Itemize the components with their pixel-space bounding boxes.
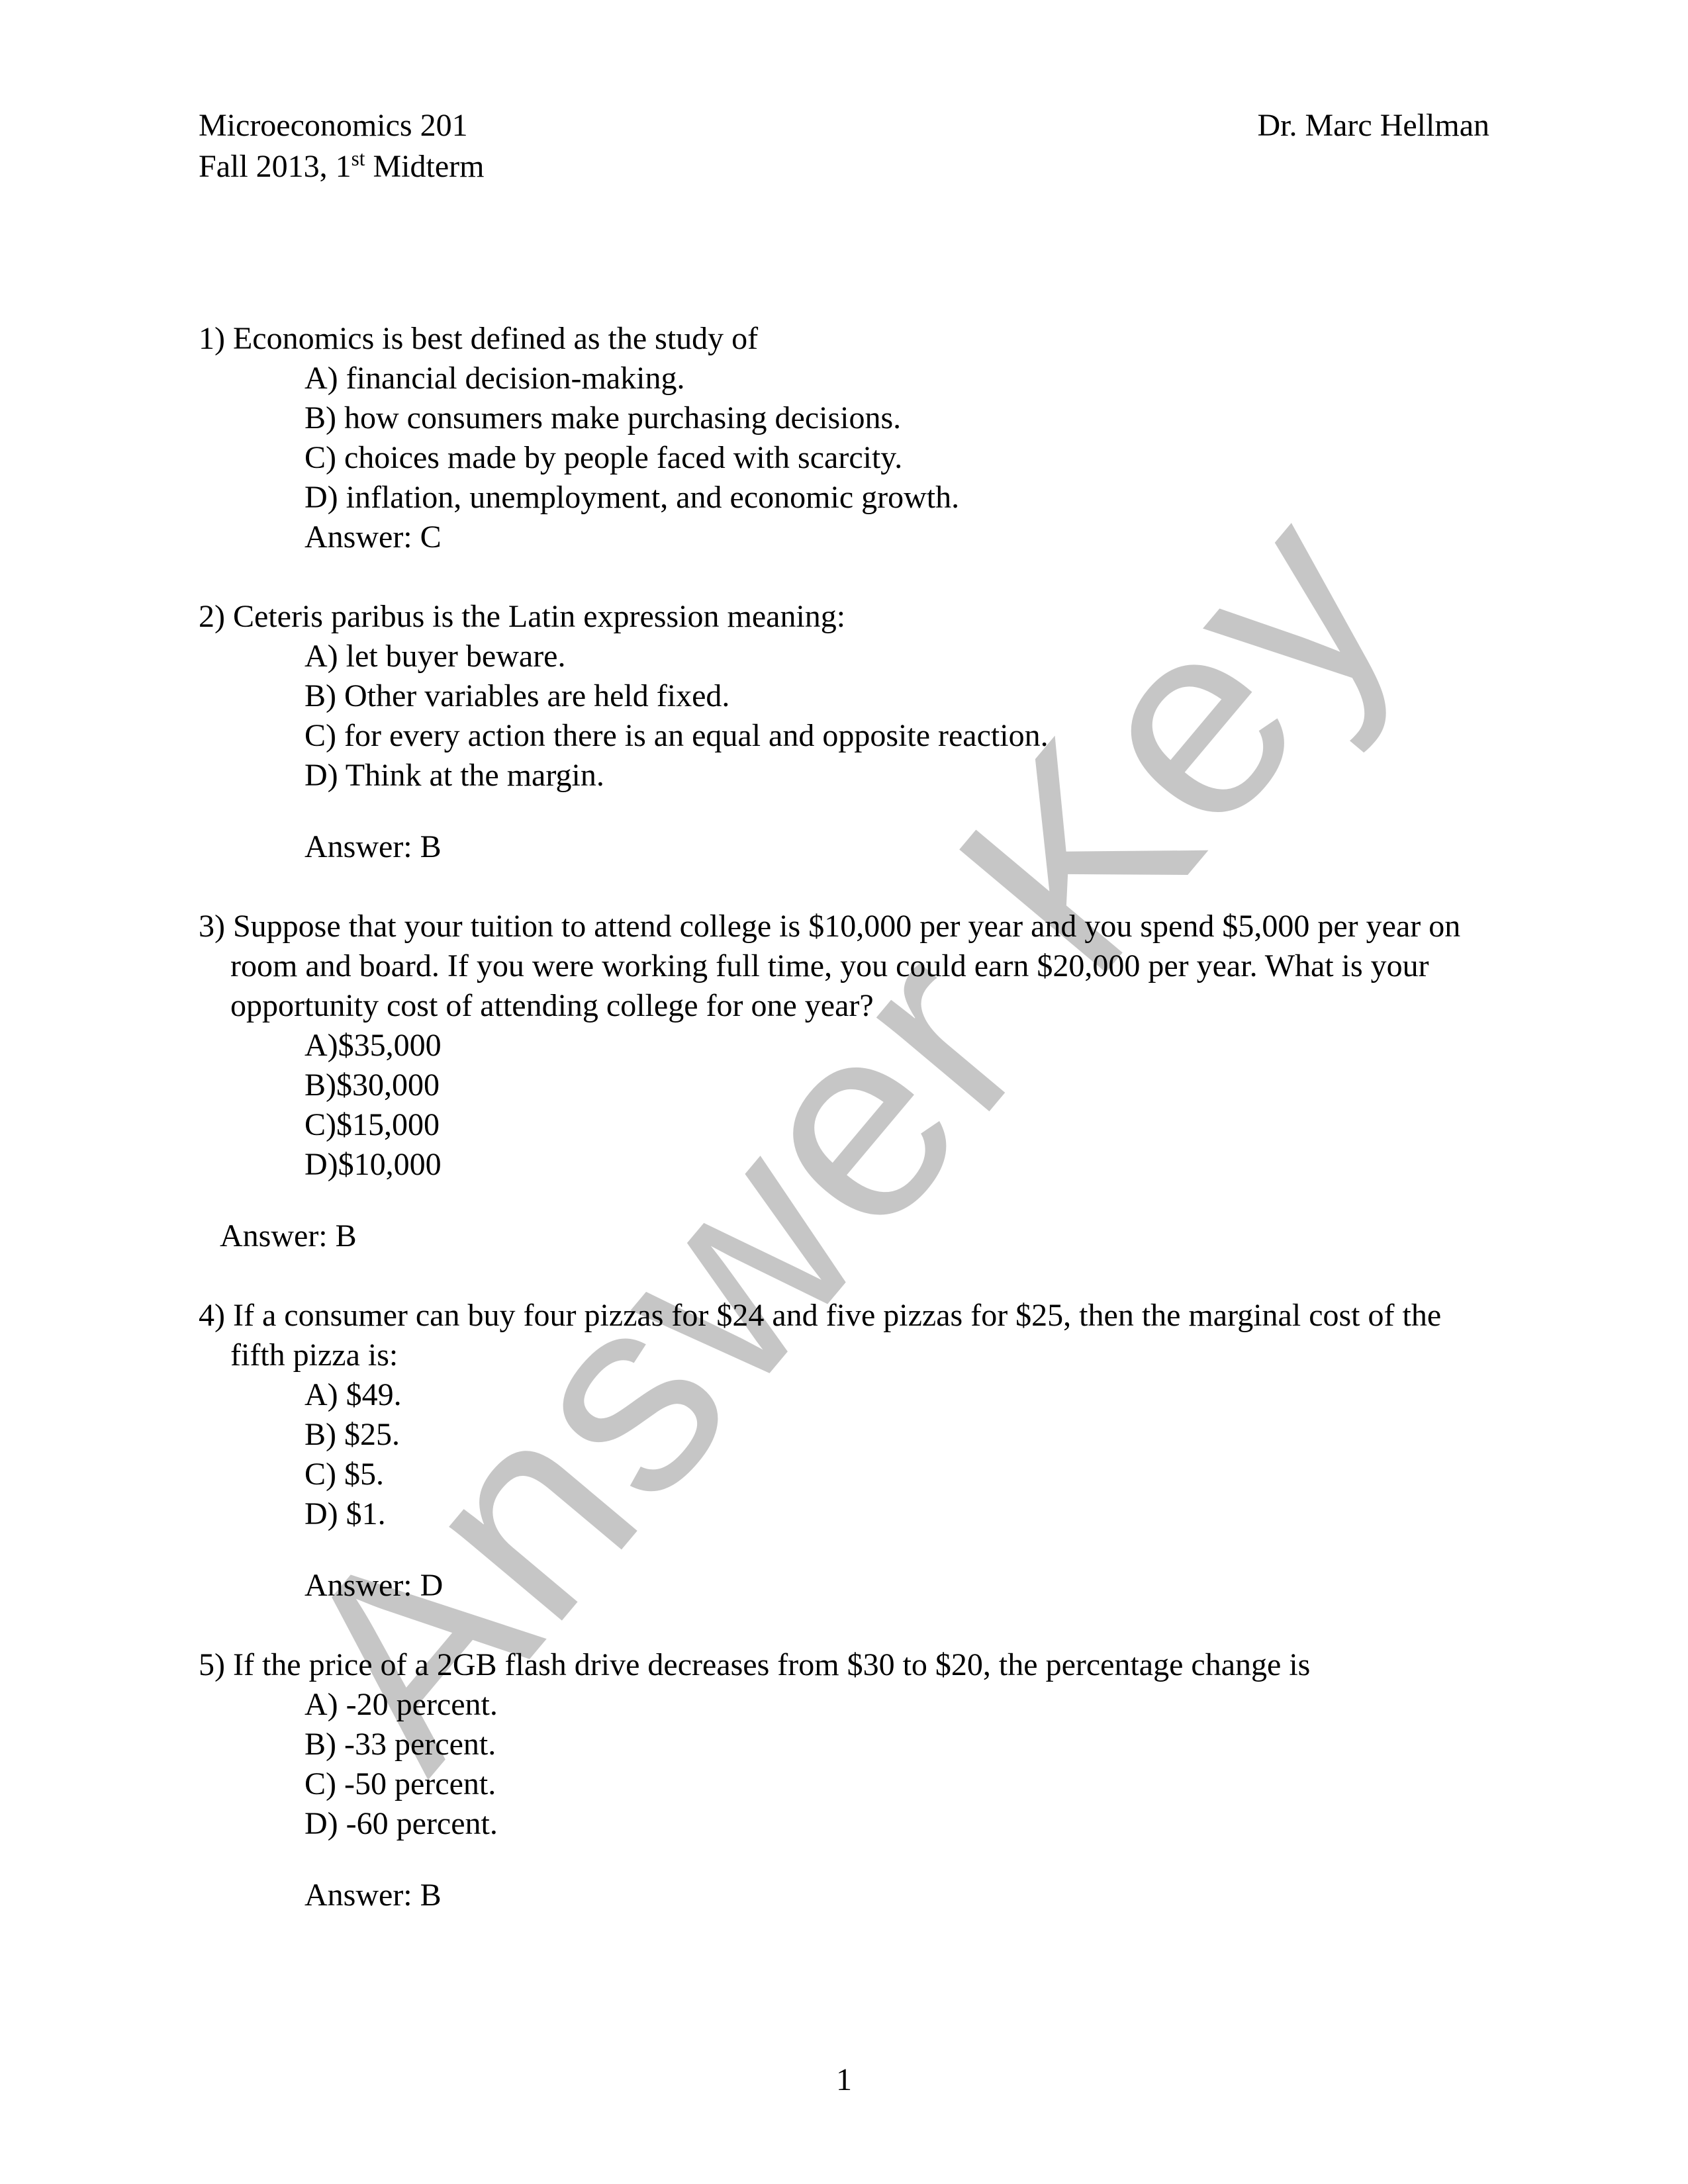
options-list: A) financial decision-making.B) how cons… bbox=[199, 359, 1489, 518]
option-item: B) Other variables are held fixed. bbox=[305, 676, 1489, 716]
spacer bbox=[199, 1534, 1489, 1566]
page-number: 1 bbox=[0, 2062, 1688, 2098]
option-item: D) -60 percent. bbox=[305, 1804, 1489, 1844]
option-item: C) for every action there is an equal an… bbox=[305, 716, 1489, 756]
option-item: D) Think at the margin. bbox=[305, 756, 1489, 796]
question-prompt: 3) Suppose that your tuition to attend c… bbox=[199, 907, 1489, 1026]
course-title: Microeconomics 201 bbox=[199, 106, 484, 146]
question-prompt: 4) If a consumer can buy four pizzas for… bbox=[199, 1296, 1489, 1375]
option-item: C) $5. bbox=[305, 1455, 1489, 1494]
answer-line: Answer: D bbox=[199, 1566, 1489, 1606]
question-block: 3) Suppose that your tuition to attend c… bbox=[199, 907, 1489, 1256]
question-prompt: 1) Economics is best defined as the stud… bbox=[199, 319, 1489, 359]
term-prefix: Fall 2013, 1 bbox=[199, 149, 352, 184]
question-block: 4) If a consumer can buy four pizzas for… bbox=[199, 1296, 1489, 1606]
option-item: C) -50 percent. bbox=[305, 1764, 1489, 1804]
header-row: Microeconomics 201 Fall 2013, 1st Midter… bbox=[199, 106, 1489, 187]
option-item: A) $49. bbox=[305, 1375, 1489, 1415]
spacer bbox=[199, 1185, 1489, 1216]
option-item: A) financial decision-making. bbox=[305, 359, 1489, 398]
spacer bbox=[199, 1844, 1489, 1876]
question-block: 5) If the price of a 2GB flash drive dec… bbox=[199, 1645, 1489, 1915]
spacer bbox=[199, 796, 1489, 827]
answer-line: Answer: C bbox=[199, 518, 1489, 557]
page-content: Microeconomics 201 Fall 2013, 1st Midter… bbox=[199, 106, 1489, 1915]
question-block: 1) Economics is best defined as the stud… bbox=[199, 319, 1489, 557]
option-item: A) -20 percent. bbox=[305, 1685, 1489, 1725]
option-item: D) $1. bbox=[305, 1494, 1489, 1534]
option-item: C) choices made by people faced with sca… bbox=[305, 438, 1489, 478]
option-item: C)$15,000 bbox=[305, 1105, 1489, 1145]
option-item: D)$10,000 bbox=[305, 1145, 1489, 1185]
term-tail: Midterm bbox=[365, 149, 484, 184]
header-right: Dr. Marc Hellman bbox=[1257, 106, 1489, 187]
term-line: Fall 2013, 1st Midterm bbox=[199, 146, 484, 187]
question-prompt: 5) If the price of a 2GB flash drive dec… bbox=[199, 1645, 1489, 1685]
option-item: B) -33 percent. bbox=[305, 1725, 1489, 1764]
options-list: A) let buyer beware.B) Other variables a… bbox=[199, 637, 1489, 796]
answer-line: Answer: B bbox=[199, 1876, 1489, 1915]
questions-container: 1) Economics is best defined as the stud… bbox=[199, 319, 1489, 1915]
header-left: Microeconomics 201 Fall 2013, 1st Midter… bbox=[199, 106, 484, 187]
option-item: B) $25. bbox=[305, 1415, 1489, 1455]
answer-line: Answer: B bbox=[199, 827, 1489, 867]
options-list: A) -20 percent.B) -33 percent.C) -50 per… bbox=[199, 1685, 1489, 1844]
option-item: B) how consumers make purchasing decisio… bbox=[305, 398, 1489, 438]
answer-line: Answer: B bbox=[199, 1216, 1489, 1256]
question-prompt: 2) Ceteris paribus is the Latin expressi… bbox=[199, 597, 1489, 637]
options-list: A)$35,000B)$30,000C)$15,000D)$10,000 bbox=[199, 1026, 1489, 1185]
question-block: 2) Ceteris paribus is the Latin expressi… bbox=[199, 597, 1489, 867]
option-item: A)$35,000 bbox=[305, 1026, 1489, 1066]
option-item: B)$30,000 bbox=[305, 1066, 1489, 1105]
option-item: A) let buyer beware. bbox=[305, 637, 1489, 676]
options-list: A) $49.B) $25.C) $5.D) $1. bbox=[199, 1375, 1489, 1534]
instructor-name: Dr. Marc Hellman bbox=[1257, 106, 1489, 146]
term-ordinal: st bbox=[352, 147, 365, 170]
option-item: D) inflation, unemployment, and economic… bbox=[305, 478, 1489, 518]
